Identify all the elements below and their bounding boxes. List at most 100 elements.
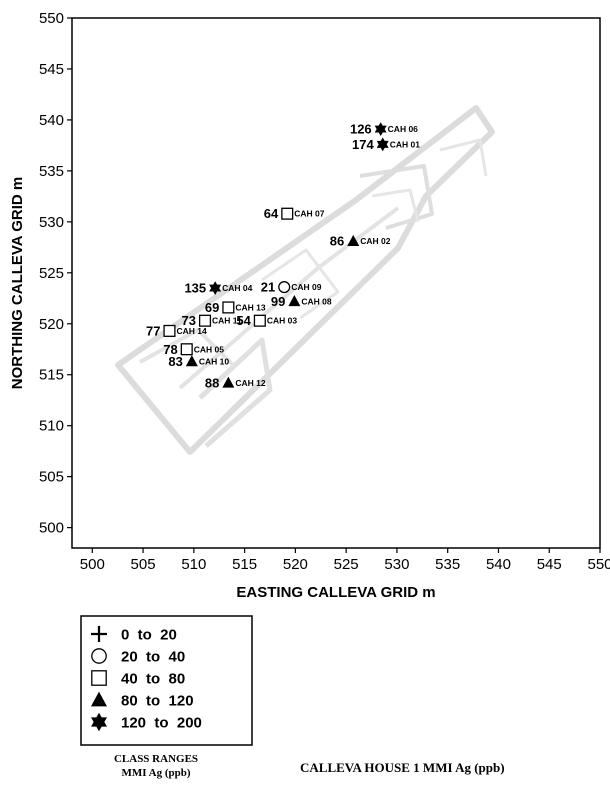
triangle-marker (347, 234, 360, 247)
sample-id-label: CAH 14 (176, 326, 207, 336)
data-points: 126 CAH 06 174 CAH 01 64 CAH 07 86 CAH 02 21 CAH … (146, 122, 420, 391)
y-tick-label: 545 (39, 61, 64, 78)
legend-circle-marker (91, 648, 107, 664)
sample-point: 54 CAH 03 (236, 313, 297, 328)
y-tick-label: 515 (39, 367, 64, 384)
x-tick-label: 550 (587, 556, 610, 573)
legend-entry-label: 20 to 40 (121, 649, 185, 666)
square-marker (198, 314, 212, 327)
star-marker (209, 281, 222, 295)
sample-point: 78 CAH 05 (163, 342, 224, 357)
sample-value-label: 69 (205, 300, 219, 315)
sample-point: 174 CAH 01 (352, 137, 420, 152)
sample-value-label: 73 (182, 313, 196, 328)
sample-point: 126 CAH 06 (350, 122, 418, 137)
sample-id-label: CAH 08 (301, 296, 332, 306)
legend-caption-line: MMI Ag (ppb) (121, 767, 191, 779)
square-marker (281, 207, 294, 220)
x-tick-label: 540 (486, 556, 511, 573)
chart-title: CALLEVA HOUSE 1 MMI Ag (ppb) (300, 760, 505, 775)
sample-id-label: CAH 06 (388, 124, 419, 134)
legend-plus-marker (91, 626, 107, 642)
legend-entry: 0 to 20 (91, 626, 177, 644)
x-tick-label: 510 (181, 556, 206, 573)
sample-id-label: CAH 01 (390, 139, 421, 149)
sample-id-label: CAH 10 (199, 356, 230, 366)
x-tick-label: 535 (435, 556, 460, 573)
y-tick-label: 525 (39, 265, 64, 282)
x-tick-label: 545 (537, 556, 562, 573)
circle-marker (278, 281, 291, 294)
x-axis-title: EASTING CALLEVA GRID m (236, 584, 435, 601)
plot-area-frame (71, 17, 601, 549)
y-tick-label: 510 (39, 418, 64, 435)
sample-id-label: CAH 13 (235, 302, 266, 312)
legend-entry: 120 to 200 (91, 712, 202, 732)
sample-point: 21 CAH 09 (261, 280, 322, 295)
sample-point: 77 CAH 14 (146, 323, 207, 338)
x-axis: 500 505 510 515 520 525 530 535 540 545 550 (80, 548, 610, 573)
sample-id-label: CAH 09 (291, 282, 322, 292)
sample-point: 83 CAH 10 (168, 354, 229, 369)
y-tick-label: 500 (39, 520, 64, 537)
y-tick-label: 520 (39, 316, 64, 333)
triangle-marker (185, 355, 198, 367)
sample-id-label: CAH 02 (360, 236, 391, 246)
sample-point: 135 CAH 04 (184, 281, 252, 296)
sample-value-label: 135 (184, 281, 206, 296)
sample-point: 64 CAH 07 (264, 206, 325, 221)
x-tick-label: 500 (80, 556, 105, 573)
legend-caption: CLASS RANGES MMI Ag (ppb) (96, 752, 216, 780)
legend-entry: 80 to 120 (91, 691, 194, 710)
legend-square-marker (91, 670, 107, 686)
square-marker (163, 324, 176, 337)
x-tick-label: 530 (384, 556, 409, 573)
sample-value-label: 88 (205, 375, 219, 390)
sample-value-label: 174 (352, 137, 374, 152)
sample-value-label: 99 (271, 294, 285, 309)
sample-id-label: CAH 11 (212, 316, 242, 326)
x-tick-label: 520 (283, 556, 308, 573)
legend-entry-label: 40 to 80 (121, 671, 185, 688)
legend: 0 to 20 20 to 40 40 to 80 80 to 120 120 to 2… (80, 615, 253, 746)
x-tick-label: 505 (131, 556, 156, 573)
y-tick-label: 540 (39, 112, 64, 129)
sample-value-label: 77 (146, 323, 160, 338)
square-marker (180, 343, 193, 356)
legend-entry: 20 to 40 (91, 648, 185, 666)
legend-box (80, 615, 253, 746)
y-tick-label: 550 (39, 10, 64, 27)
x-tick-label: 515 (232, 556, 257, 573)
y-axis-title: NORTHING CALLEVA GRID m (9, 177, 26, 390)
sample-value-label: 83 (168, 354, 182, 369)
y-axis: 500 505 510 515 520 525 530 535 540 545 550 (39, 10, 72, 537)
y-tick-label: 530 (39, 214, 64, 231)
sample-id-label: CAH 03 (267, 316, 298, 326)
sample-value-label: 78 (163, 342, 177, 357)
y-tick-label: 535 (39, 163, 64, 180)
building-plan-background (115, 105, 495, 455)
sample-value-label: 64 (264, 206, 279, 221)
sample-id-label: CAH 05 (194, 344, 225, 354)
triangle-marker (288, 295, 301, 307)
legend-entry-label: 80 to 120 (121, 693, 194, 710)
square-marker (253, 314, 266, 327)
sample-value-label: 21 (261, 280, 275, 295)
legend-star-marker (91, 712, 107, 732)
sample-id-label: CAH 12 (235, 378, 266, 388)
legend-triangle-marker (91, 691, 107, 707)
sample-point: 86 CAH 02 (330, 234, 391, 249)
sample-value-label: 54 (236, 313, 251, 328)
star-marker (376, 137, 389, 152)
sample-point: 88 CAH 12 (205, 375, 266, 390)
sample-id-label: CAH 07 (294, 209, 325, 219)
sample-id-label: CAH 04 (222, 283, 253, 293)
square-marker (222, 301, 235, 314)
sample-point: 73 CAH 11 (182, 313, 243, 328)
legend-entry-label: 120 to 200 (121, 715, 202, 732)
sample-value-label: 126 (350, 122, 372, 137)
legend-entry: 40 to 80 (91, 670, 185, 688)
y-tick-label: 505 (39, 469, 64, 486)
x-tick-label: 525 (334, 556, 359, 573)
